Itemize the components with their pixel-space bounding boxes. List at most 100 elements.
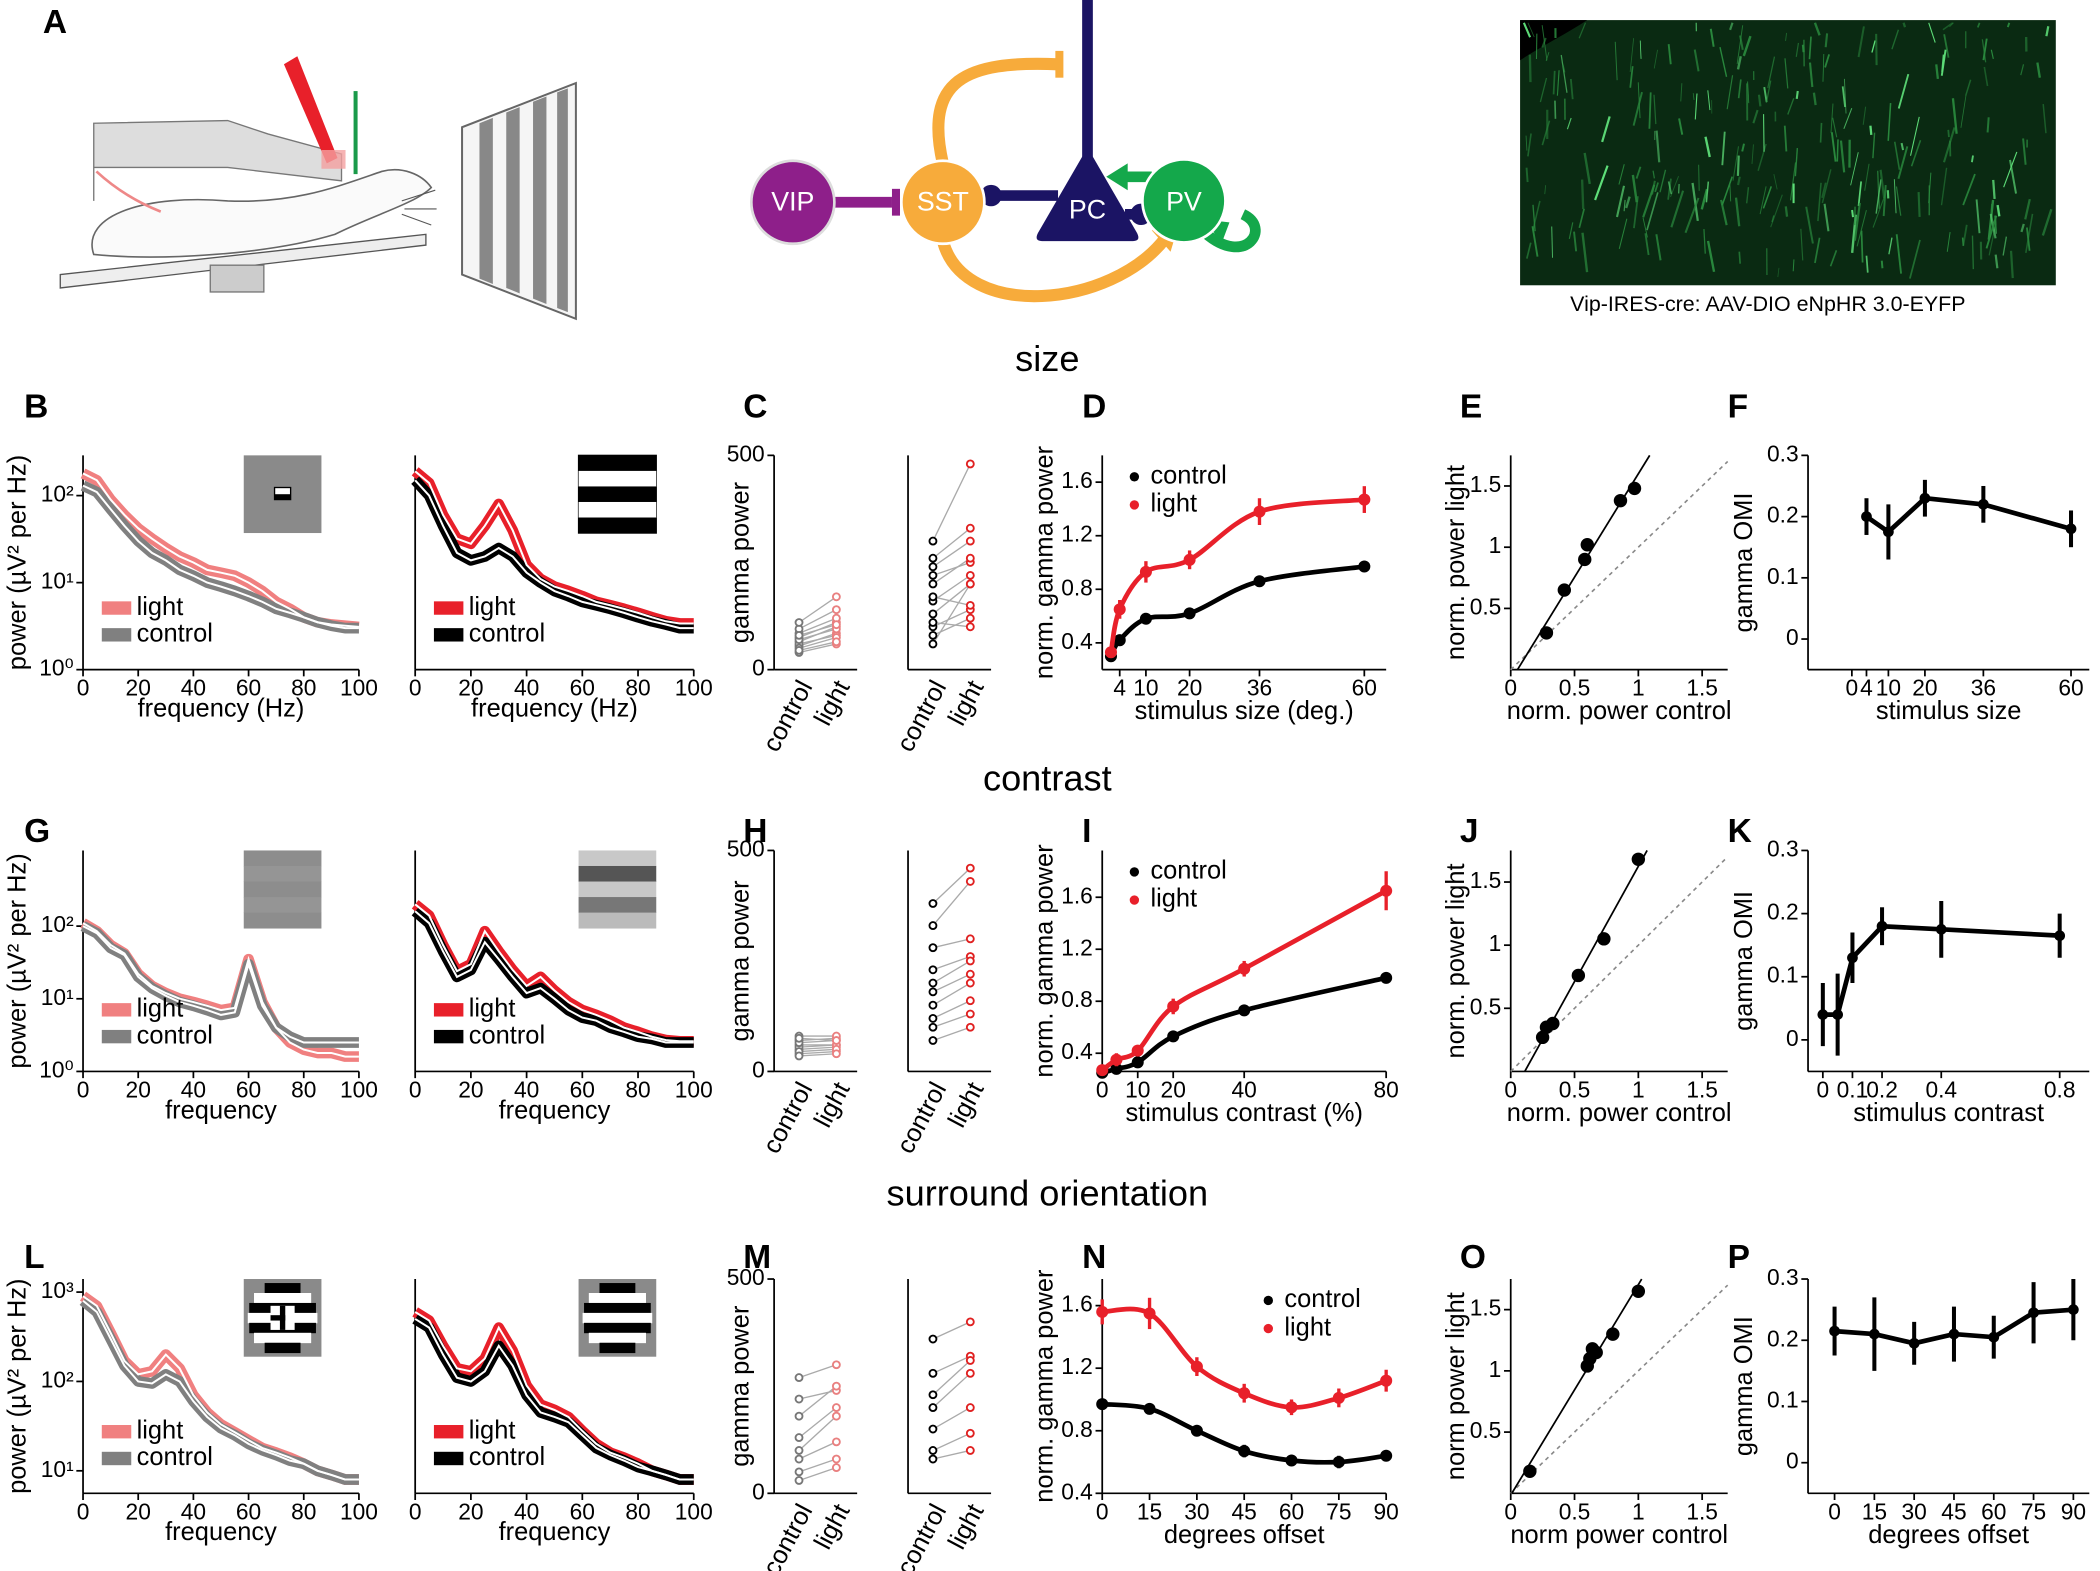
panel-label: P <box>1728 1239 1750 1276</box>
point <box>1113 634 1126 647</box>
texture <box>1888 237 1893 255</box>
inset-stripe <box>243 897 322 913</box>
texture <box>1822 53 1825 82</box>
x-tick-label: 0 <box>1096 1498 1109 1524</box>
pair-line <box>932 867 971 904</box>
inset-stripe <box>578 517 657 534</box>
texture <box>1830 103 1834 133</box>
x-tick-label: 60 <box>570 1498 595 1524</box>
point <box>1589 1345 1603 1360</box>
pair-point <box>965 1022 975 1032</box>
pair-line <box>798 1407 837 1439</box>
texture <box>1785 32 1787 41</box>
texture <box>1580 179 1585 210</box>
texture <box>1751 144 1754 165</box>
texture <box>1962 173 1976 206</box>
pair-point <box>965 1428 975 1438</box>
texture <box>1752 109 1759 124</box>
panel-label: E <box>1460 388 1482 425</box>
texture <box>1900 142 1905 151</box>
texture <box>1893 141 1901 170</box>
pair-point <box>831 1437 841 1447</box>
y-axis-label: gamma power <box>727 880 755 1042</box>
texture <box>1700 188 1709 210</box>
x-tick-label: 0 <box>1817 1077 1830 1103</box>
pair-line <box>932 1407 971 1430</box>
inset-stripe <box>264 1342 301 1354</box>
identity-line <box>1510 1284 1729 1494</box>
texture <box>1614 41 1618 81</box>
x-axis-label: stimulus size <box>1876 697 2022 725</box>
pair-point <box>928 618 938 627</box>
x-tick-label: 40 <box>181 1077 206 1103</box>
y-tick-label: 1.6 <box>1061 1291 1093 1317</box>
texture <box>1694 93 1698 120</box>
pair-point <box>831 1403 841 1413</box>
point <box>2068 1304 2079 1315</box>
texture <box>1813 22 1821 36</box>
x-tick-label: 40 <box>514 1498 539 1524</box>
legend-label: control <box>137 1021 213 1049</box>
x-tick-label: 10 <box>1876 675 1901 701</box>
pair-line <box>798 1415 837 1451</box>
pair-point <box>965 613 975 623</box>
x-axis-label: frequency <box>499 1096 611 1124</box>
x-tick-label: 20 <box>458 675 483 701</box>
series-line <box>414 470 694 625</box>
x-axis-label: stimulus contrast <box>1853 1099 2044 1127</box>
y-tick-label: 0 <box>752 655 765 681</box>
pair-line <box>798 1458 837 1473</box>
texture <box>1851 209 1855 218</box>
point <box>1832 1009 1843 1020</box>
x-tick-label: 36 <box>1247 675 1272 701</box>
texture <box>1872 132 1876 159</box>
texture <box>1615 185 1626 218</box>
point <box>1919 492 1931 504</box>
pair-point <box>965 622 975 632</box>
pair-point <box>928 965 938 975</box>
texture <box>1532 204 1536 232</box>
texture <box>1693 49 1700 72</box>
fit-curve <box>1108 564 1365 658</box>
texture <box>1747 81 1750 104</box>
texture <box>1578 208 1585 228</box>
texture <box>1935 64 1939 80</box>
texture <box>2020 223 2025 233</box>
texture <box>1659 169 1667 193</box>
y-tick-label: 1 <box>1489 532 1502 558</box>
texture <box>2002 236 2008 256</box>
pair-point <box>794 1373 804 1383</box>
pair-line <box>932 938 971 949</box>
panel-label: M <box>743 1239 771 1276</box>
x-tick-label: 0.2 <box>1866 1077 1898 1103</box>
category-label: light <box>809 1078 856 1132</box>
point <box>1253 505 1266 518</box>
point <box>1285 1454 1298 1467</box>
texture <box>1857 181 1862 207</box>
texture <box>1692 93 1695 100</box>
texture <box>2024 198 2031 220</box>
point <box>1978 498 1989 510</box>
texture <box>1629 38 1635 73</box>
pair-line <box>932 1321 971 1340</box>
pair-line <box>798 643 837 654</box>
texture <box>1691 182 1699 222</box>
texture <box>1568 222 1574 240</box>
texture <box>1578 22 1587 39</box>
y-tick-label: 1.2 <box>1061 521 1093 547</box>
pair-point <box>965 579 975 589</box>
texture <box>1684 197 1700 234</box>
texture <box>1964 79 1972 97</box>
x-tick-label: 36 <box>1971 675 1996 701</box>
texture <box>1527 133 1532 157</box>
legend-label: light <box>469 593 516 621</box>
texture <box>1865 255 1869 273</box>
y-tick-label: 0.5 <box>1470 993 1502 1019</box>
pair-point <box>965 553 975 563</box>
texture <box>1875 179 1882 214</box>
x-tick-label: 45 <box>1232 1498 1257 1524</box>
texture <box>1736 25 1744 65</box>
texture <box>1526 242 1532 259</box>
texture <box>1795 42 1800 57</box>
